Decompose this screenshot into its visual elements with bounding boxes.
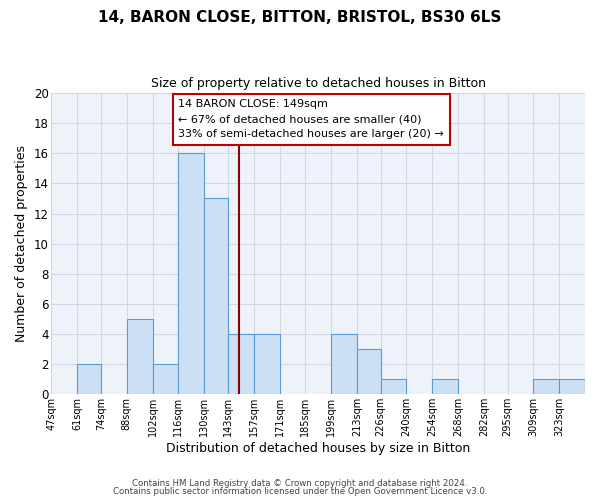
Text: Contains HM Land Registry data © Crown copyright and database right 2024.: Contains HM Land Registry data © Crown c… [132, 478, 468, 488]
Bar [432, 379, 458, 394]
Bar [331, 334, 357, 394]
Bar [77, 364, 101, 394]
Bar [381, 379, 406, 394]
Bar [254, 334, 280, 394]
X-axis label: Distribution of detached houses by size in Bitton: Distribution of detached houses by size … [166, 442, 470, 455]
Bar [127, 319, 152, 394]
Bar [152, 364, 178, 394]
Text: 14 BARON CLOSE: 149sqm
← 67% of detached houses are smaller (40)
33% of semi-det: 14 BARON CLOSE: 149sqm ← 67% of detached… [178, 99, 444, 140]
Y-axis label: Number of detached properties: Number of detached properties [15, 145, 28, 342]
Title: Size of property relative to detached houses in Bitton: Size of property relative to detached ho… [151, 78, 485, 90]
Text: Contains public sector information licensed under the Open Government Licence v3: Contains public sector information licen… [113, 487, 487, 496]
Bar [533, 379, 559, 394]
Text: 14, BARON CLOSE, BITTON, BRISTOL, BS30 6LS: 14, BARON CLOSE, BITTON, BRISTOL, BS30 6… [98, 10, 502, 25]
Bar [357, 349, 381, 395]
Bar [178, 154, 204, 394]
Bar [228, 334, 254, 394]
Bar [204, 198, 228, 394]
Bar [559, 379, 585, 394]
